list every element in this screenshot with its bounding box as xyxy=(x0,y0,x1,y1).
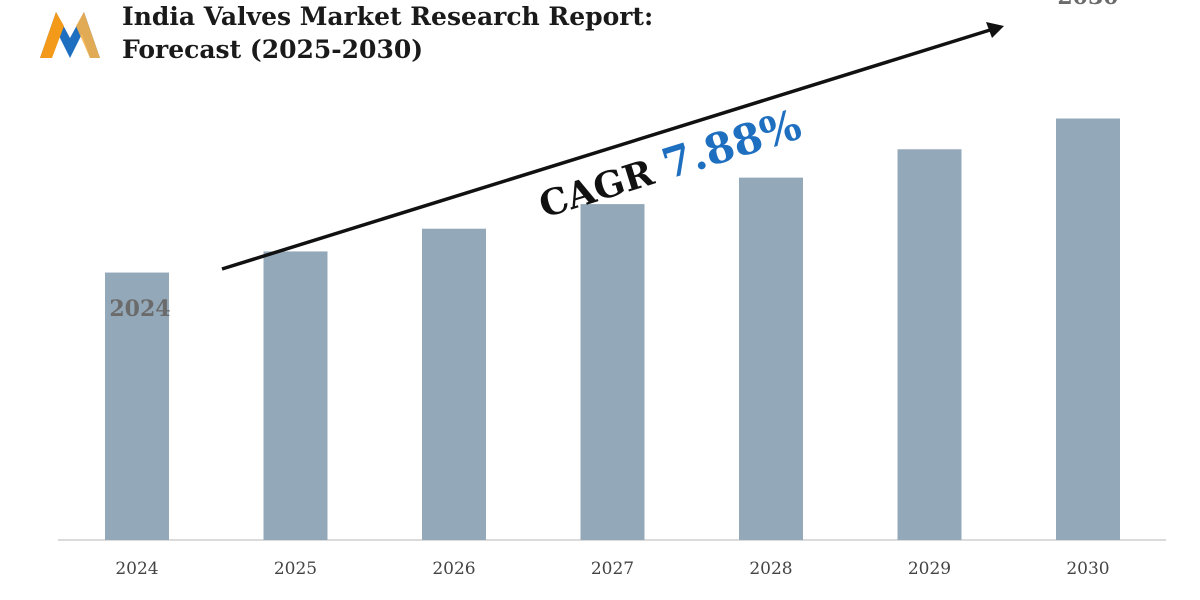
logo-m-icon xyxy=(40,12,100,58)
bar-2026 xyxy=(422,228,486,540)
bar-2028 xyxy=(739,177,803,540)
trend-arrowhead-icon xyxy=(986,22,1004,38)
trend-arrow-line xyxy=(221,28,991,271)
x-tick-label-2027: 2027 xyxy=(591,559,634,579)
title-line-1: India Valves Market Research Report: xyxy=(122,2,654,31)
cagr-value: 7.88% xyxy=(656,100,806,189)
x-tick-label-2025: 2025 xyxy=(274,559,317,579)
start-year-label: 2024 xyxy=(109,296,170,322)
bar-2025 xyxy=(263,251,328,540)
page-title: India Valves Market Research Report: For… xyxy=(122,0,653,66)
x-tick-label-2029: 2029 xyxy=(908,559,951,579)
bar-2029 xyxy=(897,149,962,540)
title-line-2: Forecast (2025-2030) xyxy=(122,35,424,64)
x-tick-label-2026: 2026 xyxy=(432,559,475,579)
end-year-label: 2030 xyxy=(1057,0,1118,10)
x-tick-label-2024: 2024 xyxy=(115,559,158,579)
x-tick-label-2030: 2030 xyxy=(1066,559,1109,579)
bar-2024 xyxy=(105,272,169,540)
bar-2030 xyxy=(1056,118,1120,540)
bar-2027 xyxy=(580,204,645,540)
x-tick-label-2028: 2028 xyxy=(749,559,792,579)
